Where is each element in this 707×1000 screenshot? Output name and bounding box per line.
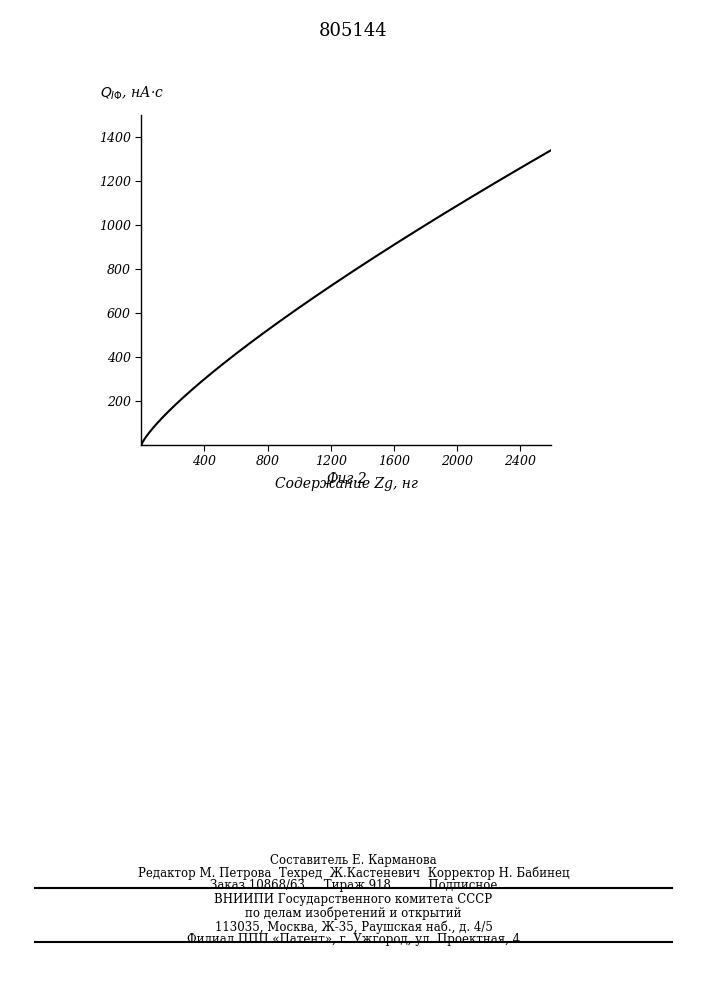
Text: по делам изобретений и открытий: по делам изобретений и открытий xyxy=(245,906,462,920)
Text: 805144: 805144 xyxy=(319,22,388,40)
Text: Заказ 10868/63     Тираж 918          Подписное: Заказ 10868/63 Тираж 918 Подписное xyxy=(210,879,497,892)
Text: 113035, Москва, Ж-35, Раушская наб., д. 4/5: 113035, Москва, Ж-35, Раушская наб., д. … xyxy=(214,920,493,934)
Text: ВНИИПИ Государственного комитета СССР: ВНИИПИ Государственного комитета СССР xyxy=(214,893,493,906)
X-axis label: Содержание Zg, нг: Содержание Zg, нг xyxy=(275,477,418,491)
Text: Фиг.2: Фиг.2 xyxy=(326,472,367,486)
Text: Составитель Е. Карманова: Составитель Е. Карманова xyxy=(270,854,437,867)
Text: Филиал ППП «Патент», г. Ужгород, ул. Проектная, 4: Филиал ППП «Патент», г. Ужгород, ул. Про… xyxy=(187,933,520,946)
Text: Редактор М. Петрова  Техред  Ж.Кастеневич  Корректор Н. Бабинец: Редактор М. Петрова Техред Ж.Кастеневич … xyxy=(138,866,569,880)
Text: $Q_{I\Phi}$, нА·с: $Q_{I\Phi}$, нА·с xyxy=(100,84,165,102)
